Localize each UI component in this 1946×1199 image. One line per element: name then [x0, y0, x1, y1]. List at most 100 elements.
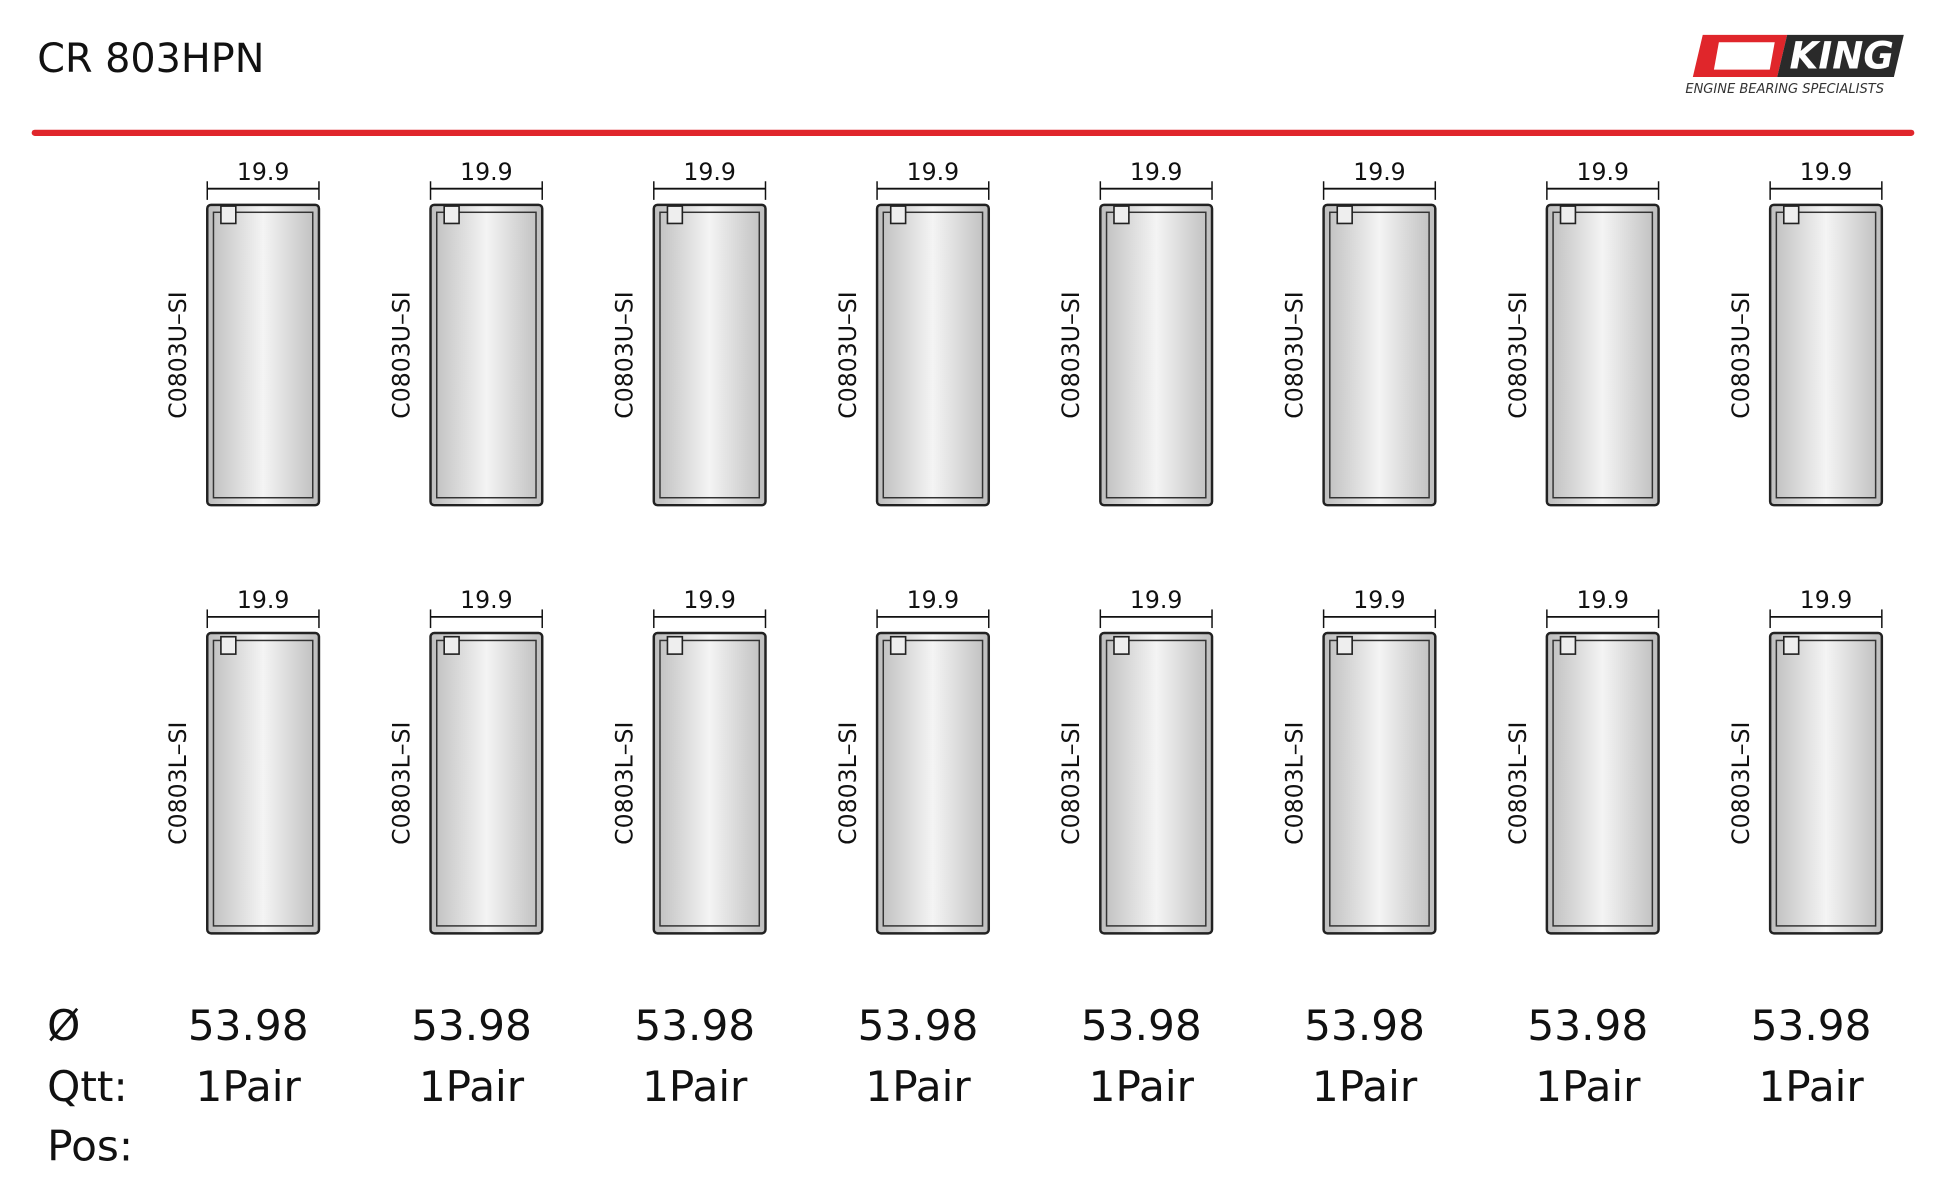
part-number: C0803L–SI	[387, 722, 415, 845]
diameter-value: 53.98	[1081, 1001, 1202, 1050]
part-number: C0803U–SI	[1504, 291, 1532, 418]
title: CR 803HPN	[37, 36, 264, 82]
width-label: 19.9	[460, 586, 513, 614]
logo-mark-inner	[1713, 42, 1775, 70]
shell-face	[1775, 211, 1877, 499]
bearings: 19.9 C0803U–SI 19.9 C0803U–SI 19.9 C0803U–SI 1…	[164, 158, 1884, 935]
part-number: C0803L–SI	[611, 722, 639, 845]
quantity-value: 1Pair	[642, 1062, 748, 1111]
logo: KING ENGINE BEARING SPECIALISTS	[1685, 33, 1904, 97]
position-label: Pos:	[47, 1121, 133, 1170]
quantity-value: 1Pair	[196, 1062, 302, 1111]
width-label: 19.9	[907, 158, 960, 186]
shell	[1545, 203, 1660, 507]
diameter-value: 53.98	[858, 1001, 979, 1050]
shell-face	[1105, 211, 1207, 499]
bearing: 19.9 C0803U–SI	[1504, 158, 1660, 507]
bearing: 19.9 C0803L–SI	[164, 586, 321, 935]
part-number: C0803U–SI	[1057, 291, 1085, 418]
locating-tab	[1113, 205, 1130, 225]
width-label: 19.9	[683, 586, 736, 614]
bearing: 19.9 C0803U–SI	[164, 158, 321, 507]
locating-tab	[666, 205, 684, 225]
diameter-value: 53.98	[1527, 1001, 1648, 1050]
part-number: C0803U–SI	[611, 291, 639, 418]
width-label: 19.9	[1576, 158, 1629, 186]
diameter-value: 53.98	[634, 1001, 755, 1050]
shell	[1322, 203, 1437, 507]
locating-tab	[1559, 205, 1577, 225]
logo-tagline: ENGINE BEARING SPECIALISTS	[1685, 82, 1884, 97]
shell	[1545, 631, 1660, 935]
shell-face	[1552, 211, 1654, 499]
width-label: 19.9	[1353, 586, 1406, 614]
logo-plate	[1777, 34, 1904, 78]
shell-face	[882, 211, 984, 499]
logo-brand: KING	[1790, 33, 1894, 77]
bearing: 19.9 C0803U–SI	[834, 158, 991, 507]
shell	[1322, 631, 1437, 935]
quantity-value: 1Pair	[419, 1062, 525, 1111]
width-label: 19.9	[683, 158, 736, 186]
diameter-value: 53.98	[1751, 1001, 1872, 1050]
diameter-value: 53.98	[411, 1001, 532, 1050]
part-number: C0803L–SI	[1281, 722, 1309, 845]
bearing: 19.9 C0803U–SI	[1057, 158, 1214, 507]
width-label: 19.9	[237, 586, 290, 614]
shell-face	[1105, 639, 1207, 927]
shell	[652, 203, 767, 507]
width-label: 19.9	[1800, 586, 1853, 614]
shell	[1099, 203, 1214, 507]
locating-tab	[1782, 635, 1800, 655]
bearing: 19.9 C0803L–SI	[611, 586, 767, 935]
shell-face	[435, 211, 537, 499]
locating-tab	[1336, 635, 1353, 655]
summary: Ø Qtt: Pos: 53.98 1Pair 53.98 1Pair 53.98 1Pa…	[47, 1001, 1871, 1170]
part-number: C0803U–SI	[834, 291, 862, 418]
shell-face	[1775, 639, 1877, 927]
locating-tab	[889, 205, 907, 225]
bearing: 19.9 C0803L–SI	[1057, 586, 1214, 935]
shell-face	[435, 639, 537, 927]
locating-tab	[1559, 635, 1577, 655]
shell	[1768, 203, 1884, 507]
locating-tab	[889, 635, 907, 655]
locating-tab	[220, 205, 237, 225]
shell	[1768, 631, 1884, 935]
part-number: C0803U–SI	[387, 291, 415, 418]
quantity-value: 1Pair	[1535, 1062, 1641, 1111]
width-label: 19.9	[460, 158, 513, 186]
shell	[652, 631, 767, 935]
locating-tab	[1113, 635, 1130, 655]
quantity-value: 1Pair	[1089, 1062, 1195, 1111]
bearing: 19.9 C0803L–SI	[1281, 586, 1437, 935]
bearing: 19.9 C0803U–SI	[1281, 158, 1437, 507]
locating-tab	[443, 205, 460, 225]
bearing: 19.9 C0803L–SI	[387, 586, 544, 935]
width-label: 19.9	[1800, 158, 1853, 186]
shell-face	[659, 211, 761, 499]
shell	[429, 203, 544, 507]
shell-face	[212, 211, 314, 499]
quantity-label: Qtt:	[47, 1062, 128, 1111]
diameter-value: 53.98	[188, 1001, 309, 1050]
width-label: 19.9	[1130, 158, 1183, 186]
part-number: C0803L–SI	[834, 722, 862, 845]
shell	[875, 203, 991, 507]
locating-tab	[666, 635, 684, 655]
width-label: 19.9	[1576, 586, 1629, 614]
bearing: 19.9 C0803U–SI	[1727, 158, 1884, 507]
part-number: C0803L–SI	[1504, 722, 1532, 845]
bearing: 19.9 C0803L–SI	[1504, 586, 1660, 935]
shell-face	[212, 639, 314, 927]
diameter-value: 53.98	[1304, 1001, 1425, 1050]
width-label: 19.9	[237, 158, 290, 186]
width-label: 19.9	[1353, 158, 1406, 186]
part-number: C0803L–SI	[164, 722, 192, 845]
quantity-value: 1Pair	[1312, 1062, 1418, 1111]
shell-face	[1329, 639, 1430, 927]
part-number: C0803L–SI	[1057, 722, 1085, 845]
diameter-label: Ø	[47, 1001, 80, 1050]
shell	[875, 631, 991, 935]
